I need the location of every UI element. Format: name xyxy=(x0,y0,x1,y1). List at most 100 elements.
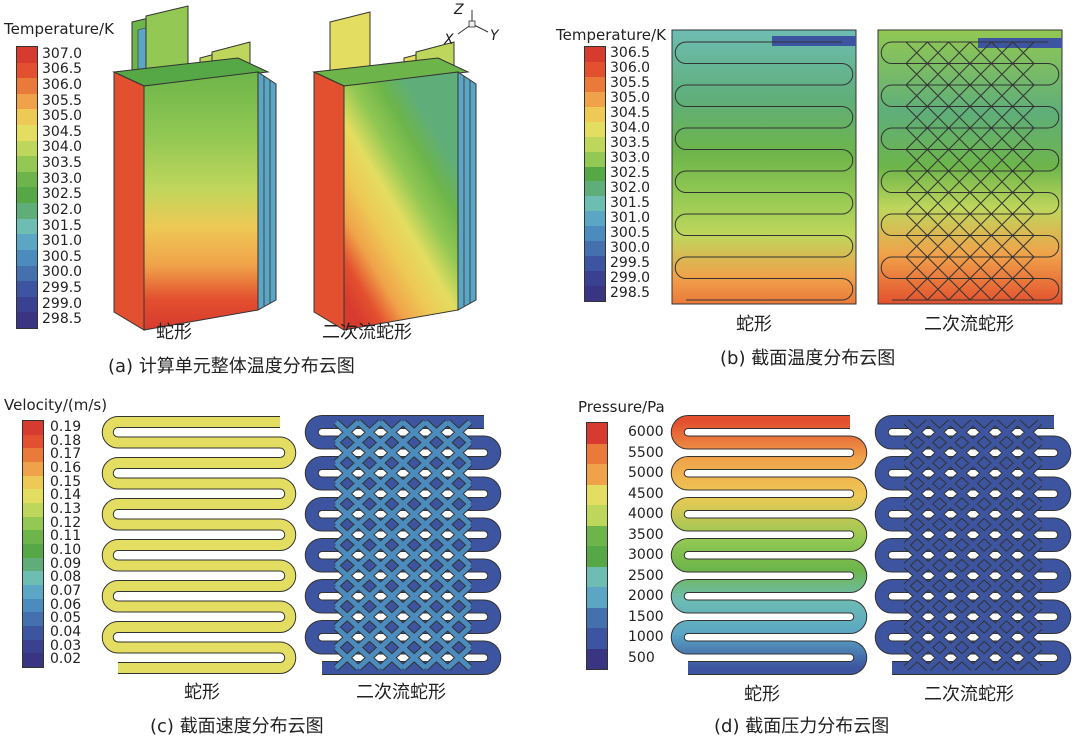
colorbar-tick-label: 306.5 xyxy=(610,45,651,62)
colorbar-swatch xyxy=(17,78,37,94)
colorbar-tick-label: 0.07 xyxy=(50,582,82,599)
colorbar-tick-label: 305.5 xyxy=(42,92,83,109)
colorbar-tick-label: 6000 xyxy=(628,424,664,441)
colorbar-swatch xyxy=(23,543,43,558)
colorbar-tick-label: 300.5 xyxy=(610,224,651,241)
colorbar-tick-label: 5000 xyxy=(628,465,664,482)
colorbar-tick-label: 304.5 xyxy=(42,123,83,140)
colorbar-swatch xyxy=(23,434,43,449)
colorbar-tick-label: 301.5 xyxy=(42,217,83,234)
colorbar-tick-label: 0.14 xyxy=(50,487,82,504)
colorbar-tick-label: 301.5 xyxy=(610,194,651,211)
colorbar-swatch xyxy=(17,187,37,204)
colorbar-tick-label: 299.5 xyxy=(610,254,651,271)
colorbar-swatch xyxy=(17,218,37,235)
colorbar-tick-label: 300.5 xyxy=(42,248,83,265)
colorbar-swatch xyxy=(587,587,607,608)
colorbar-swatch xyxy=(17,281,37,297)
colorbar-tick-label: 0.17 xyxy=(50,446,82,463)
section-velocity-serpentine xyxy=(101,416,297,674)
colorbar-tick-label: 3500 xyxy=(628,526,664,543)
label-secondary-b: 二次流蛇形 xyxy=(924,314,1014,335)
colorbar-swatch xyxy=(585,286,605,301)
colorbar-tick-label: 302.5 xyxy=(610,165,651,181)
caption-text-b: 截面温度分布云图 xyxy=(751,348,896,369)
colorbar-tick-label: 304.5 xyxy=(610,105,651,122)
colorbar-swatch xyxy=(587,464,607,485)
colorbar-swatch xyxy=(17,265,37,282)
colorbar-swatch xyxy=(587,546,607,567)
colorbar-a xyxy=(16,46,38,329)
colorbar-swatch xyxy=(23,653,43,667)
colorbar-tick-label: 0.18 xyxy=(50,432,82,449)
label-secondary-c: 二次流蛇形 xyxy=(356,682,446,703)
colorbar-swatch xyxy=(17,109,37,126)
colorbar-tick-label: 307.0 xyxy=(42,45,83,62)
model-secondary-flow-serpentine xyxy=(312,11,477,331)
colorbar-tick-label: 302.5 xyxy=(42,186,83,203)
section-velocity-secondary xyxy=(304,415,502,675)
colorbar-swatch xyxy=(585,91,605,107)
colorbar-tick-label: 304.0 xyxy=(610,120,651,137)
colorbar-swatch xyxy=(17,234,37,250)
label-serpentine-a: 蛇形 xyxy=(156,322,192,343)
colorbar-swatch xyxy=(585,136,605,152)
colorbar-tick-label: 5500 xyxy=(628,444,664,461)
colorbar-swatch xyxy=(585,211,605,227)
colorbar-swatch xyxy=(587,525,607,546)
colorbar-tick-label: 0.08 xyxy=(50,569,82,586)
colorbar-swatch xyxy=(587,607,607,628)
caption-text-c: 截面速度分布云图 xyxy=(179,716,324,737)
colorbar-swatch xyxy=(23,571,43,585)
colorbar-tick-label: 0.16 xyxy=(50,459,82,476)
caption-tag-b: (b) xyxy=(720,348,746,369)
colorbar-swatch xyxy=(23,502,43,517)
colorbar-swatch xyxy=(585,181,605,197)
colorbar-swatch xyxy=(23,421,43,435)
legend-title-d: Pressure/Pa xyxy=(578,398,665,416)
colorbar-swatch xyxy=(17,312,37,328)
colorbar-swatch xyxy=(587,648,607,669)
colorbar-swatch xyxy=(17,140,37,157)
caption-text-a: 计算单元整体温度分布云图 xyxy=(138,356,355,377)
caption-text-d: 截面压力分布云图 xyxy=(745,716,890,737)
colorbar-swatch xyxy=(585,121,605,137)
colorbar-tick-label: 304.0 xyxy=(42,139,83,156)
caption-d: (d) 截面压力分布云图 xyxy=(714,712,889,738)
axis-z-label: Z xyxy=(453,2,464,18)
colorbar-swatch xyxy=(23,584,43,599)
colorbar-swatch xyxy=(17,203,37,219)
colorbar-tick-label: 0.13 xyxy=(50,500,82,517)
colorbar-swatch xyxy=(17,296,37,313)
colorbar-swatch xyxy=(23,448,43,462)
colorbar-swatch xyxy=(17,93,37,110)
colorbar-tick-label: 0.11 xyxy=(50,528,82,545)
colorbar-tick-label: 306.0 xyxy=(42,77,83,94)
colorbar-tick-label: 300.0 xyxy=(610,239,651,256)
colorbar-tick-label: 299.5 xyxy=(42,279,83,296)
legend-title-b: Temperature/K xyxy=(556,26,666,44)
caption-tag-a: (a) xyxy=(108,356,134,377)
colorbar-swatch xyxy=(23,461,43,476)
colorbar-tick-label: 299.0 xyxy=(42,295,83,312)
section-temp-serpentine xyxy=(671,29,857,305)
colorbar-swatch xyxy=(585,226,605,242)
colorbar-b xyxy=(584,46,606,302)
colorbar-swatch xyxy=(17,156,37,172)
label-secondary-a: 二次流蛇形 xyxy=(322,322,412,343)
colorbar-tick-label: 0.04 xyxy=(50,623,82,640)
colorbar-tick-label: 1000 xyxy=(628,629,664,646)
colorbar-tick-label: 0.10 xyxy=(50,541,82,558)
colorbar-tick-label: 0.12 xyxy=(50,514,82,531)
colorbar-tick-label: 302.0 xyxy=(42,201,83,218)
colorbar-swatch xyxy=(585,61,605,77)
colorbar-swatch xyxy=(587,628,607,649)
section-pressure-serpentine xyxy=(670,415,868,675)
colorbar-swatch xyxy=(585,76,605,92)
colorbar-swatch xyxy=(587,443,607,464)
battery-3d-models: Z X Y xyxy=(112,2,500,331)
section-temp-secondary xyxy=(877,29,1063,305)
colorbar-tick-label: 1500 xyxy=(628,608,664,625)
colorbar-tick-label: 0.19 xyxy=(50,418,82,435)
colorbar-swatch xyxy=(585,256,605,272)
